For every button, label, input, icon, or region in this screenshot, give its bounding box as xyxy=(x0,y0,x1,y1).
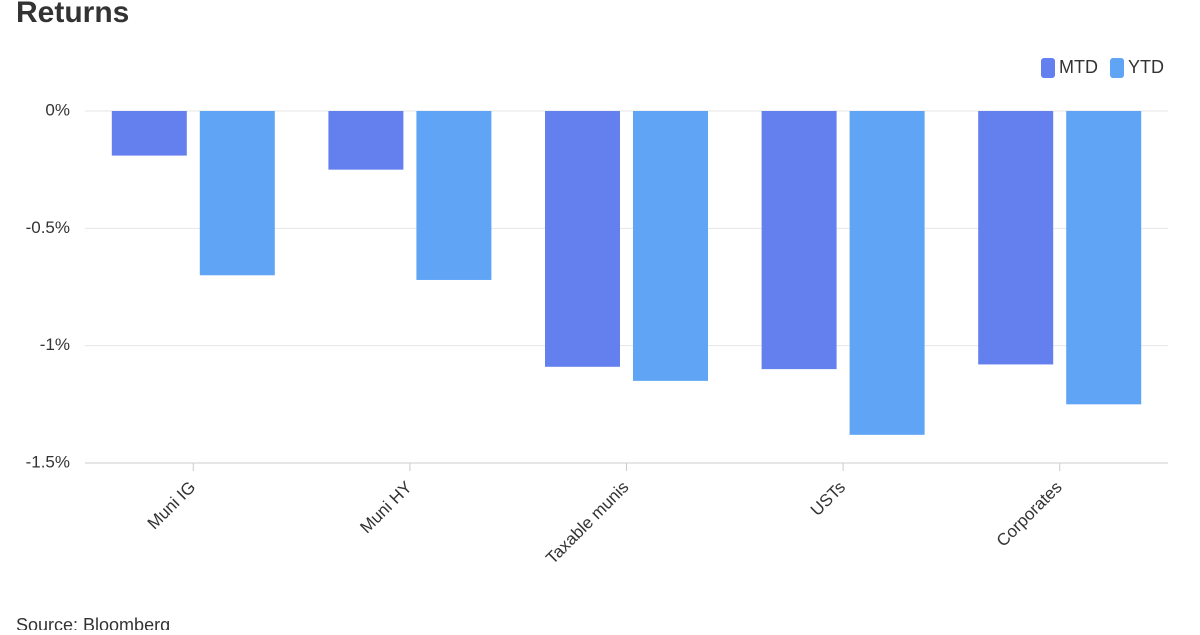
y-tick-label: -1.5% xyxy=(26,452,70,471)
chart-title: Returns xyxy=(16,0,129,29)
bar xyxy=(199,111,275,276)
legend-label: MTD xyxy=(1059,57,1098,77)
x-tick-label: Corporates xyxy=(993,478,1066,551)
bar xyxy=(633,111,708,381)
y-tick-label: -1% xyxy=(40,335,70,354)
y-tick-label: -0.5% xyxy=(26,218,70,237)
bar xyxy=(111,111,187,156)
bar xyxy=(849,111,925,435)
bar xyxy=(545,111,620,367)
x-tick-label: Taxable munis xyxy=(542,478,632,568)
legend-swatch xyxy=(1041,58,1055,78)
legend-swatch xyxy=(1110,58,1124,78)
x-tick-label: Muni IG xyxy=(144,478,200,534)
x-tick-label: Muni HY xyxy=(356,478,416,538)
y-tick-label: 0% xyxy=(45,100,70,119)
bar xyxy=(328,111,404,170)
bar xyxy=(978,111,1054,365)
bar xyxy=(416,111,492,280)
x-tick-label: USTs xyxy=(807,478,849,520)
source-note: Source: Bloomberg xyxy=(16,615,170,630)
legend-label: YTD xyxy=(1128,57,1164,77)
bar xyxy=(1066,111,1142,405)
bar xyxy=(761,111,837,370)
